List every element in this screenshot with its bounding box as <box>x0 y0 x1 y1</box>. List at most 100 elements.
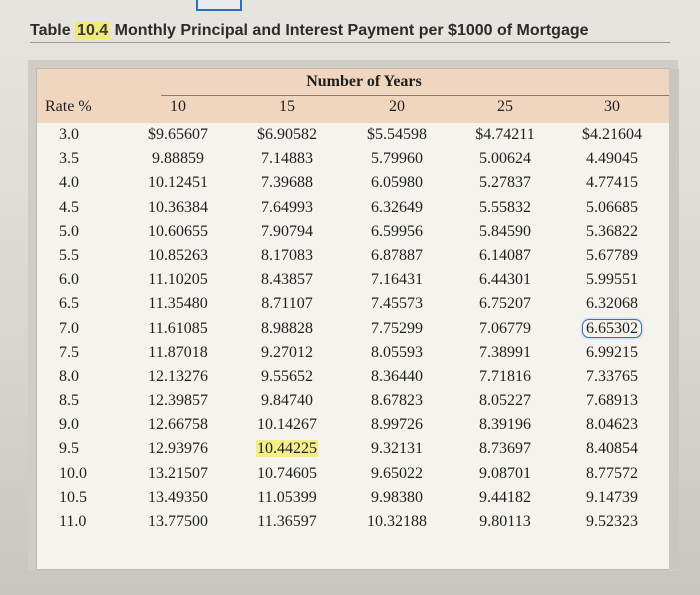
payment-cell: 6.75207 <box>453 295 557 313</box>
cell-value: 5.5 <box>59 246 79 264</box>
rate-cell: 9.5 <box>59 440 99 458</box>
table-row: 3.5 9.88859 7.14883 5.79960 5.00624 4.49045 <box>37 149 669 173</box>
payment-cell: 5.06685 <box>557 199 667 217</box>
cell-value: 10.44225 <box>256 440 318 458</box>
cell-value: 4.0 <box>59 174 79 192</box>
payment-cell: 7.39688 <box>233 174 341 192</box>
cell-value: 7.45573 <box>371 295 423 313</box>
rate-cell: 7.0 <box>59 320 99 338</box>
cell-value: 6.65302 <box>582 318 642 338</box>
cell-value: 5.55832 <box>479 198 531 216</box>
cell-value: 8.98828 <box>261 319 313 337</box>
cell-value: 5.79960 <box>371 150 423 168</box>
rate-cell: 10.5 <box>59 489 99 507</box>
payment-cell: 7.90794 <box>233 223 341 241</box>
payment-cell: 5.00624 <box>453 150 557 168</box>
cell-value: 11.87018 <box>148 343 208 361</box>
cell-value: 3.5 <box>59 150 79 168</box>
rate-cell: 7.5 <box>59 344 99 362</box>
cell-value: 8.39196 <box>479 416 531 434</box>
cell-value: 6.32649 <box>371 198 423 216</box>
payment-cell: 7.33765 <box>557 368 667 386</box>
cell-value: 6.32068 <box>586 295 638 313</box>
cell-value: 11.35480 <box>148 295 208 313</box>
payment-cell: 8.43857 <box>233 271 341 289</box>
cell-value: $9.65607 <box>148 126 208 143</box>
cell-value: 6.44301 <box>479 271 531 289</box>
payment-cell: 9.98380 <box>341 489 453 507</box>
cell-value: 9.80113 <box>479 513 531 530</box>
cell-value: 7.14883 <box>261 150 313 168</box>
payment-cell: 10.85263 <box>123 247 233 265</box>
cell-value: 8.71107 <box>261 295 313 313</box>
cell-value: 7.0 <box>59 319 79 337</box>
cell-value: 10.0 <box>59 464 87 482</box>
payment-cell: 7.38991 <box>453 344 557 362</box>
cell-value: 11.36597 <box>257 513 317 530</box>
payment-cell: 9.27012 <box>233 344 341 362</box>
cell-value: 6.0 <box>59 271 79 289</box>
payment-cell: 8.77572 <box>557 465 667 483</box>
payment-cell: 9.80113 <box>453 513 557 531</box>
cell-value: 11.10205 <box>148 271 208 289</box>
payment-cell: 6.99215 <box>557 344 667 362</box>
cell-value: 5.67789 <box>586 246 638 264</box>
payment-cell: 11.36597 <box>233 513 341 531</box>
payment-cell: 8.17083 <box>233 247 341 265</box>
cell-value: 8.17083 <box>261 246 313 264</box>
payment-cell: 6.59956 <box>341 223 453 241</box>
payment-cell: $4.21604 <box>557 126 667 144</box>
cell-value: 9.08701 <box>479 464 531 482</box>
payment-cell: 11.10205 <box>123 271 233 289</box>
cell-value: 6.05980 <box>371 174 423 192</box>
payment-cell: 4.49045 <box>557 150 667 168</box>
payment-cell: 6.14087 <box>453 247 557 265</box>
group-header-number-of-years: Number of Years <box>306 73 422 90</box>
payment-cell: 5.84590 <box>453 223 557 241</box>
payment-cell: 12.66758 <box>123 416 233 434</box>
caption-prefix: Table <box>30 22 76 39</box>
payment-cell: 13.21507 <box>123 465 233 483</box>
cell-value: 9.5 <box>59 440 79 458</box>
payment-cell: 8.67823 <box>341 392 453 410</box>
cell-value: 9.98380 <box>371 488 423 506</box>
cell-value: 13.77500 <box>148 513 208 530</box>
payment-cell: 8.04623 <box>557 416 667 434</box>
caption-divider <box>30 42 670 43</box>
table-row: 6.5 11.35480 8.71107 7.45573 6.75207 6.32068 <box>37 294 669 318</box>
cell-value: 8.04623 <box>586 416 638 434</box>
cell-value: 6.99215 <box>586 343 638 361</box>
rate-cell: 4.0 <box>59 174 99 192</box>
cell-value: 8.5 <box>59 392 79 410</box>
table-row: 3.0 $9.65607 $6.90582 $5.54598 $4.74211 $4.21… <box>37 125 669 149</box>
cell-value: 11.05399 <box>257 488 317 506</box>
payment-cell: 7.16431 <box>341 271 453 289</box>
cell-value: 12.13276 <box>148 367 208 385</box>
cell-value: $6.90582 <box>257 126 317 143</box>
cell-value: 7.33765 <box>586 367 638 385</box>
cell-value: 9.32131 <box>371 440 423 458</box>
cell-value: 10.85263 <box>148 246 208 264</box>
cell-value: 12.66758 <box>148 416 208 434</box>
cell-value: $5.54598 <box>367 126 427 143</box>
top-tab-fragment <box>196 0 242 11</box>
payment-cell: 8.98828 <box>233 320 341 338</box>
cell-value: 7.39688 <box>261 174 313 192</box>
payment-cell: 13.77500 <box>123 513 233 531</box>
cell-value: 5.00624 <box>479 150 531 168</box>
table-row: 6.0 11.10205 8.43857 7.16431 6.44301 5.99551 <box>37 270 669 294</box>
payment-cell: 7.06779 <box>453 320 557 338</box>
table-row: 5.5 10.85263 8.17083 6.87887 6.14087 5.67789 <box>37 246 669 270</box>
table-row: 8.5 12.39857 9.84740 8.67823 8.05227 7.68913 <box>37 391 669 415</box>
cell-value: 8.40854 <box>586 440 638 458</box>
cell-value: 13.21507 <box>148 464 208 482</box>
cell-value: 10.12451 <box>148 174 208 192</box>
cell-value: 6.59956 <box>371 222 423 240</box>
column-header-10: 10 <box>170 98 186 115</box>
payment-cell: 13.49350 <box>123 489 233 507</box>
payment-cell: 9.55652 <box>233 368 341 386</box>
payment-cell: 10.60655 <box>123 223 233 241</box>
table-row: 7.5 11.87018 9.27012 8.05593 7.38991 6.99215 <box>37 343 669 367</box>
column-header-15: 15 <box>279 98 295 115</box>
cell-value: 8.36440 <box>371 367 423 385</box>
